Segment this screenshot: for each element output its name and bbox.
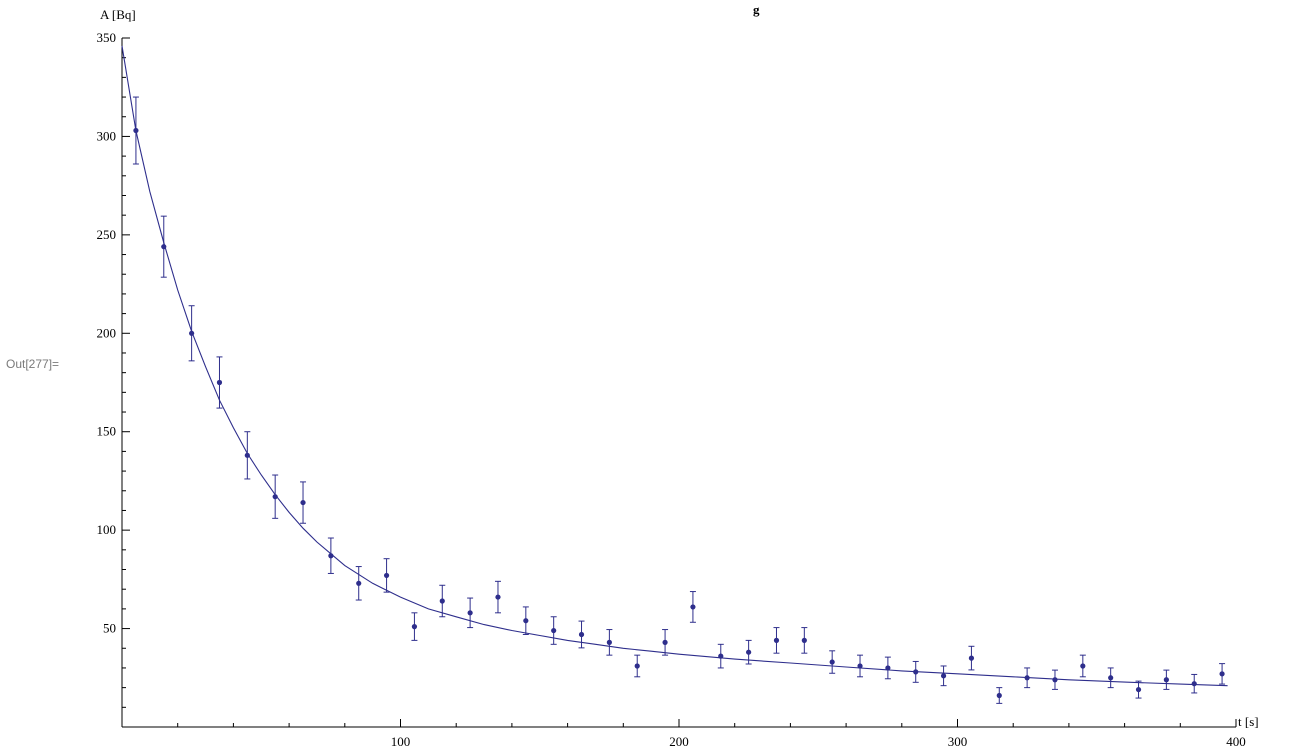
point-marker	[1025, 675, 1030, 680]
data-point	[1163, 670, 1169, 689]
point-marker	[1136, 687, 1141, 692]
data-point	[495, 581, 501, 612]
data-point	[662, 630, 668, 656]
point-marker	[1219, 671, 1224, 676]
point-marker	[1052, 677, 1057, 682]
data-point	[1136, 681, 1142, 698]
data-point	[1108, 668, 1114, 688]
data-point	[216, 357, 222, 408]
y-axis-label: A [Bq]	[100, 7, 136, 22]
data-point	[773, 628, 779, 654]
fit-curve-layer	[122, 46, 1228, 686]
data-point	[968, 646, 974, 670]
point-marker	[1164, 677, 1169, 682]
data-point	[1191, 674, 1197, 693]
y-tick-label: 250	[97, 227, 117, 242]
data-point	[718, 644, 724, 668]
x-tick-label: 200	[669, 734, 689, 749]
point-marker	[830, 659, 835, 664]
point-marker	[300, 500, 305, 505]
x-tick-label: 300	[948, 734, 968, 749]
point-marker	[969, 656, 974, 661]
point-marker	[885, 665, 890, 670]
point-marker	[607, 640, 612, 645]
point-marker	[997, 693, 1002, 698]
data-point	[857, 655, 863, 677]
point-marker	[217, 380, 222, 385]
data-point	[801, 628, 807, 654]
point-marker	[412, 624, 417, 629]
y-tick-label: 50	[103, 621, 116, 636]
point-marker	[273, 494, 278, 499]
data-point	[996, 688, 1002, 704]
data-point	[941, 666, 947, 686]
data-point	[272, 475, 278, 518]
data-point	[829, 651, 835, 673]
data-point	[1024, 668, 1030, 688]
point-marker	[189, 331, 194, 336]
x-tick-label: 400	[1226, 734, 1246, 749]
point-marker	[495, 594, 500, 599]
data-point	[328, 538, 334, 573]
data-point	[551, 617, 557, 645]
data-point	[1080, 655, 1086, 677]
point-marker	[690, 604, 695, 609]
point-marker	[161, 244, 166, 249]
point-marker	[718, 654, 723, 659]
y-tick-label: 300	[97, 128, 117, 143]
fit-curve	[122, 46, 1228, 686]
y-tick-label: 150	[97, 424, 117, 439]
data-point	[161, 216, 167, 277]
point-marker	[133, 128, 138, 133]
data-point	[523, 607, 529, 635]
data-point	[1052, 670, 1058, 689]
x-tick-label: 100	[391, 734, 411, 749]
axes: 100 200 300 400 50 100 150 200 250 300 350	[97, 30, 1246, 749]
y-tick-label: 100	[97, 522, 117, 537]
point-marker	[551, 628, 556, 633]
point-marker	[356, 581, 361, 586]
data-point	[913, 661, 919, 682]
point-marker	[245, 453, 250, 458]
data-point	[411, 613, 417, 641]
x-axis-label: t [s]	[1238, 714, 1259, 729]
point-marker	[328, 553, 333, 558]
chart-title-fragment: g	[753, 2, 760, 17]
y-tick-label: 350	[97, 30, 117, 45]
data-point	[690, 592, 696, 623]
data-point	[189, 306, 195, 361]
point-marker	[857, 663, 862, 668]
data-point	[1219, 664, 1225, 684]
point-marker	[913, 669, 918, 674]
data-point	[634, 655, 640, 677]
y-tick-label: 200	[97, 325, 117, 340]
data-point	[467, 598, 473, 628]
point-marker	[774, 638, 779, 643]
point-marker	[746, 650, 751, 655]
point-marker	[523, 618, 528, 623]
point-marker	[662, 640, 667, 645]
point-marker	[579, 632, 584, 637]
point-marker	[802, 638, 807, 643]
data-point	[885, 657, 891, 679]
point-marker	[1192, 681, 1197, 686]
point-marker	[440, 598, 445, 603]
point-marker	[384, 573, 389, 578]
data-point	[244, 432, 250, 479]
data-point	[606, 630, 612, 656]
point-marker	[941, 673, 946, 678]
point-marker	[635, 663, 640, 668]
data-point	[384, 559, 390, 592]
data-points-layer	[133, 97, 1225, 703]
data-point	[356, 567, 362, 600]
data-point	[300, 482, 306, 523]
point-marker	[468, 610, 473, 615]
point-marker	[1108, 675, 1113, 680]
data-point	[579, 621, 585, 648]
data-point	[133, 97, 139, 164]
point-marker	[1080, 663, 1085, 668]
